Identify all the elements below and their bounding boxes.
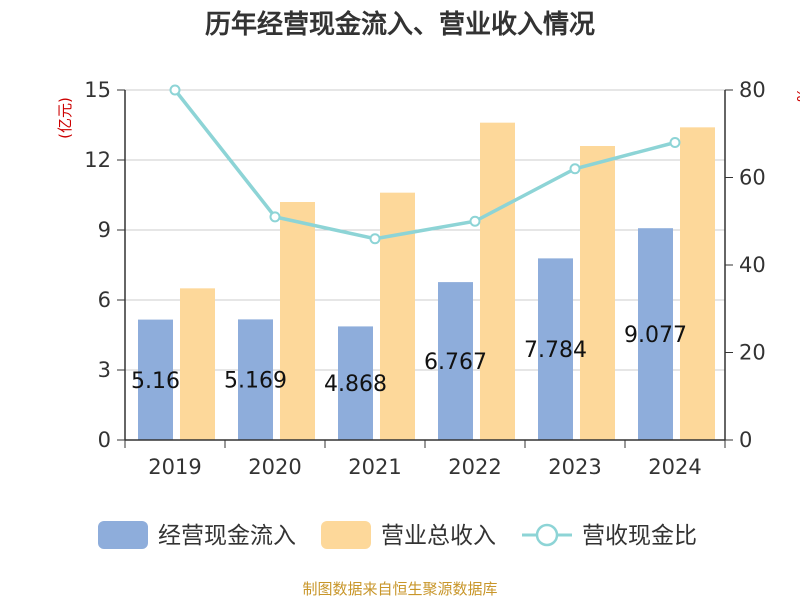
- x-tick-label: 2022: [448, 455, 501, 479]
- ratio-point: [569, 163, 581, 175]
- ratio-line-path: [173, 88, 676, 241]
- legend: 经营现金流入 营业总收入 营收现金比: [98, 521, 697, 549]
- chart-title: 历年经营现金流入、营业收入情况: [204, 10, 595, 40]
- cash-inflow-data-label: 6.767: [424, 350, 487, 375]
- left-tick-label: 9: [98, 218, 111, 242]
- left-tick-label: 15: [84, 78, 111, 102]
- left-tick-label: 0: [98, 428, 111, 452]
- legend-label-cash-inflow: 经营现金流入: [158, 523, 296, 549]
- right-axis-unit: %: [793, 88, 800, 102]
- cash-inflow-bar: [138, 319, 173, 440]
- left-tick-label: 3: [98, 358, 111, 382]
- cash-inflow-data-label: 9.077: [624, 323, 687, 348]
- left-tick-label: 12: [84, 148, 111, 172]
- cash-inflow-bar: [638, 228, 673, 440]
- legend-label-revenue: 营业总收入: [381, 523, 496, 549]
- cash-inflow-data-label: 5.169: [224, 369, 287, 394]
- x-tick-label: 2019: [148, 455, 201, 479]
- right-tick-label: 40: [739, 253, 766, 277]
- revenue-bar: [380, 192, 415, 440]
- cash-inflow-data-label: 5.16: [131, 369, 180, 394]
- x-tick-label: 2021: [348, 455, 401, 479]
- cash-inflow-bar: [538, 258, 573, 440]
- data-labels: 5.16 5.169 4.868 6.767 7.784 9.077: [131, 323, 687, 397]
- legend-swatch-revenue: [321, 521, 371, 549]
- x-tick-label: 2023: [548, 455, 601, 479]
- right-tick-label: 20: [739, 341, 766, 365]
- cash-inflow-bar: [238, 319, 273, 440]
- right-tick-label: 0: [739, 428, 752, 452]
- legend-marker-ratio: [535, 523, 559, 547]
- cash-inflow-data-label: 7.784: [524, 338, 587, 363]
- revenue-bar: [680, 127, 715, 440]
- ratio-point: [369, 233, 381, 245]
- revenue-bar: [480, 122, 515, 441]
- cash-inflow-bar: [438, 282, 473, 440]
- x-tick-label: 2020: [248, 455, 301, 479]
- ratio-line: [169, 84, 681, 245]
- legend-swatch-cash-inflow: [98, 521, 148, 549]
- legend-label-ratio: 营收现金比: [582, 523, 697, 549]
- ratio-point: [269, 211, 281, 223]
- revenue-bar: [580, 146, 615, 440]
- revenue-bar: [180, 288, 215, 440]
- right-tick-label: 60: [739, 166, 766, 190]
- right-tick-label: 80: [739, 78, 766, 102]
- cash-inflow-bar: [338, 326, 373, 440]
- axes: 0 3 6 9 12 15 0 20 40 60 80 (亿元)% 2019 2020 2021 2022 20…: [56, 78, 800, 479]
- cash-inflow-data-label: 4.868: [324, 372, 387, 397]
- x-tick-label: 2024: [648, 455, 701, 479]
- bars: [138, 122, 715, 441]
- ratio-point: [169, 84, 181, 96]
- ratio-point: [469, 215, 481, 227]
- source-note: 制图数据来自恒生聚源数据库: [302, 580, 498, 598]
- left-tick-label: 6: [98, 288, 111, 312]
- left-axis-unit: (亿元): [56, 97, 74, 139]
- revenue-bar: [280, 202, 315, 440]
- ratio-point: [669, 137, 681, 148]
